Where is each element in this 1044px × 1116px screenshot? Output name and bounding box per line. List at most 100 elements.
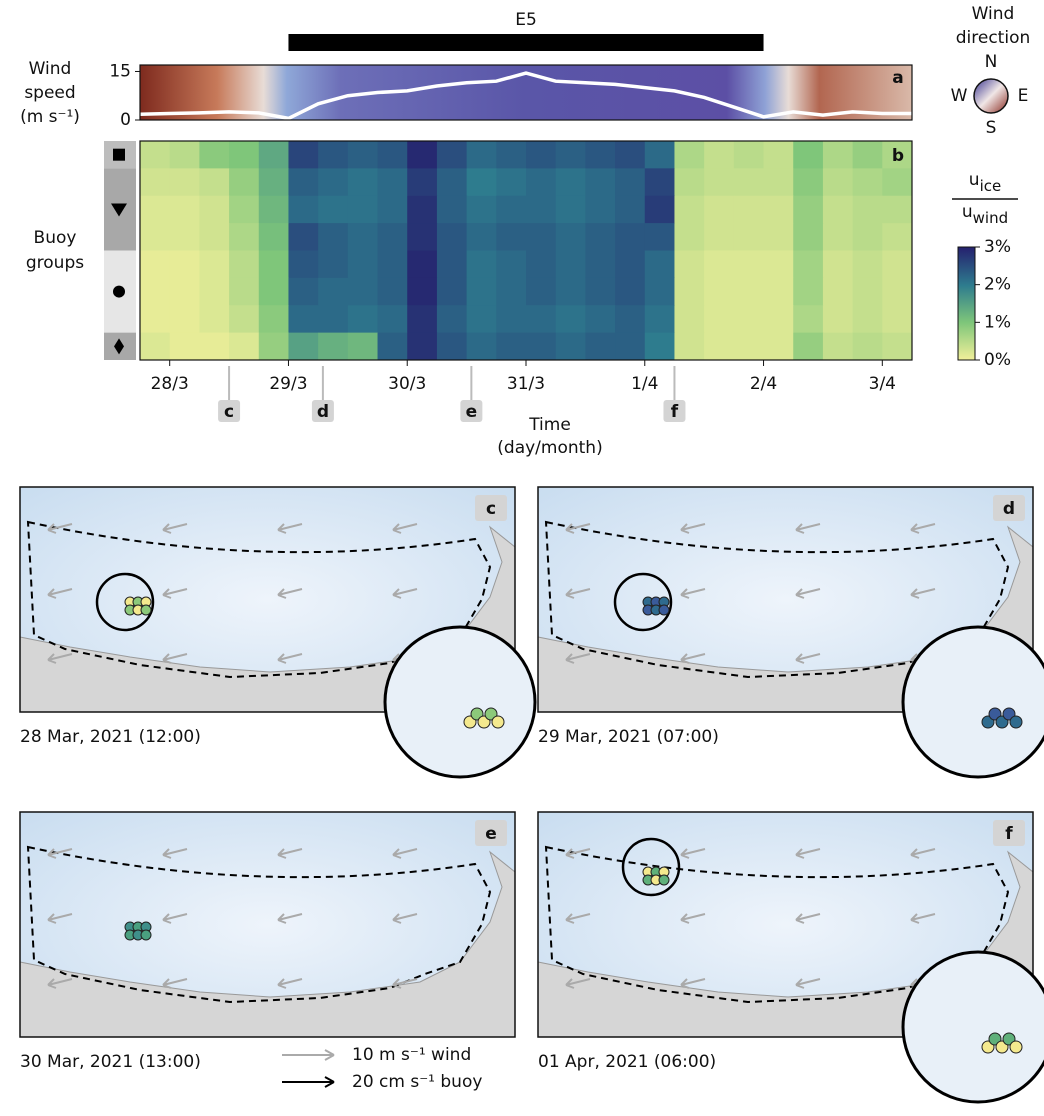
heat-cell	[288, 305, 319, 334]
y-axis-label: (m s⁻¹)	[20, 107, 80, 127]
heat-cell	[704, 332, 735, 361]
heat-cell	[347, 141, 379, 169]
wind-arrow	[680, 588, 706, 599]
heat-cell	[882, 195, 913, 224]
heat-cell	[704, 141, 735, 169]
heat-cell	[229, 305, 260, 334]
heat-cell	[229, 168, 260, 197]
label-base: u	[969, 170, 980, 190]
wind-arrow	[910, 913, 936, 924]
heat-cell	[169, 332, 200, 361]
map-panel: d 29 Mar, 2021 (07:00)	[537, 486, 1044, 779]
heat-cell	[882, 141, 913, 169]
heat-cell	[793, 277, 824, 306]
heat-cell	[169, 305, 200, 334]
heat-cell	[496, 332, 527, 361]
heat-cell	[733, 305, 765, 334]
heat-cell	[229, 332, 260, 361]
heat-cell	[733, 195, 765, 224]
heat-cell	[347, 305, 379, 334]
heat-cell	[822, 141, 854, 169]
heat-cell	[347, 277, 379, 306]
x-axis-label: (day/month)	[497, 438, 602, 458]
wind-arrow	[162, 653, 188, 664]
event-box	[311, 400, 334, 422]
wind-arrow	[392, 978, 418, 989]
period-label: E5	[515, 10, 537, 30]
heat-cell	[318, 332, 349, 361]
heat-cell	[674, 141, 705, 169]
label-sub: wind	[973, 209, 1008, 227]
event-label: e	[466, 402, 478, 422]
heat-cell	[704, 223, 735, 251]
heat-cell	[466, 250, 497, 279]
heat-cell	[140, 305, 171, 334]
wind-arrow	[162, 913, 188, 924]
heat-cell	[199, 168, 230, 197]
heat-cell	[644, 223, 675, 251]
heat-cell	[229, 141, 260, 169]
heat-cell	[763, 305, 794, 334]
heat-cell	[377, 168, 408, 197]
heat-cell	[288, 141, 319, 169]
heat-cell	[407, 195, 438, 224]
group-symbol	[113, 148, 125, 161]
x-tick-label: 3/4	[869, 374, 896, 394]
heat-cell	[733, 250, 765, 279]
heat-cell	[852, 141, 883, 169]
event-box	[218, 400, 241, 422]
wind-speed-line	[139, 71, 912, 121]
heat-cell	[258, 223, 289, 251]
wind-arrow	[565, 523, 591, 534]
map-caption: 29 Mar, 2021 (07:00)	[538, 727, 719, 747]
heat-cell	[615, 305, 646, 334]
heat-cell	[169, 277, 200, 306]
event-box	[663, 400, 686, 422]
heat-cell	[615, 195, 646, 224]
map-caption: 30 Mar, 2021 (13:00)	[20, 1052, 201, 1072]
heat-cell	[407, 332, 438, 361]
legend-label: 10 m s⁻¹ wind	[352, 1045, 471, 1065]
heat-cell	[822, 223, 854, 251]
heat-cell	[229, 250, 260, 279]
heat-cell	[733, 141, 765, 169]
heat-cell	[199, 195, 230, 224]
heat-cell	[822, 305, 854, 334]
wind-arrow	[47, 848, 73, 859]
inset-buoy	[1009, 1040, 1023, 1054]
heat-cell	[733, 223, 765, 251]
x-axis-label: Time	[528, 415, 571, 435]
heat-cell	[852, 223, 883, 251]
heat-cell	[585, 332, 616, 361]
event-label: d	[317, 402, 329, 422]
wind-arrow	[795, 653, 821, 664]
heat-cell	[199, 332, 230, 361]
heat-cell	[555, 277, 586, 306]
heat-cell	[407, 305, 438, 334]
wind-arrow	[795, 848, 821, 859]
heat-cell	[763, 332, 794, 361]
focus-circle	[95, 572, 155, 632]
wind-arrow	[565, 653, 591, 664]
legend-title: direction	[956, 28, 1031, 48]
wind-arrow	[277, 848, 303, 859]
heat-cell	[793, 223, 824, 251]
focus-circle	[613, 572, 673, 632]
legend-arrow	[282, 1049, 335, 1061]
inset-buoy	[1009, 715, 1023, 729]
heat-cell	[615, 223, 646, 251]
heat-cell	[496, 250, 527, 279]
wind-arrow	[680, 653, 706, 664]
wind-arrow	[392, 848, 418, 859]
heat-cell	[733, 277, 765, 306]
heat-cell	[852, 332, 883, 361]
wind-arrow	[565, 978, 591, 989]
heat-cell	[258, 168, 289, 197]
heat-cell	[793, 195, 824, 224]
heat-cell	[288, 168, 319, 197]
heat-cell	[585, 141, 616, 169]
wind-arrow	[47, 523, 73, 534]
heat-cell	[318, 250, 349, 279]
heat-cell	[555, 223, 586, 251]
heat-cell	[318, 277, 349, 306]
